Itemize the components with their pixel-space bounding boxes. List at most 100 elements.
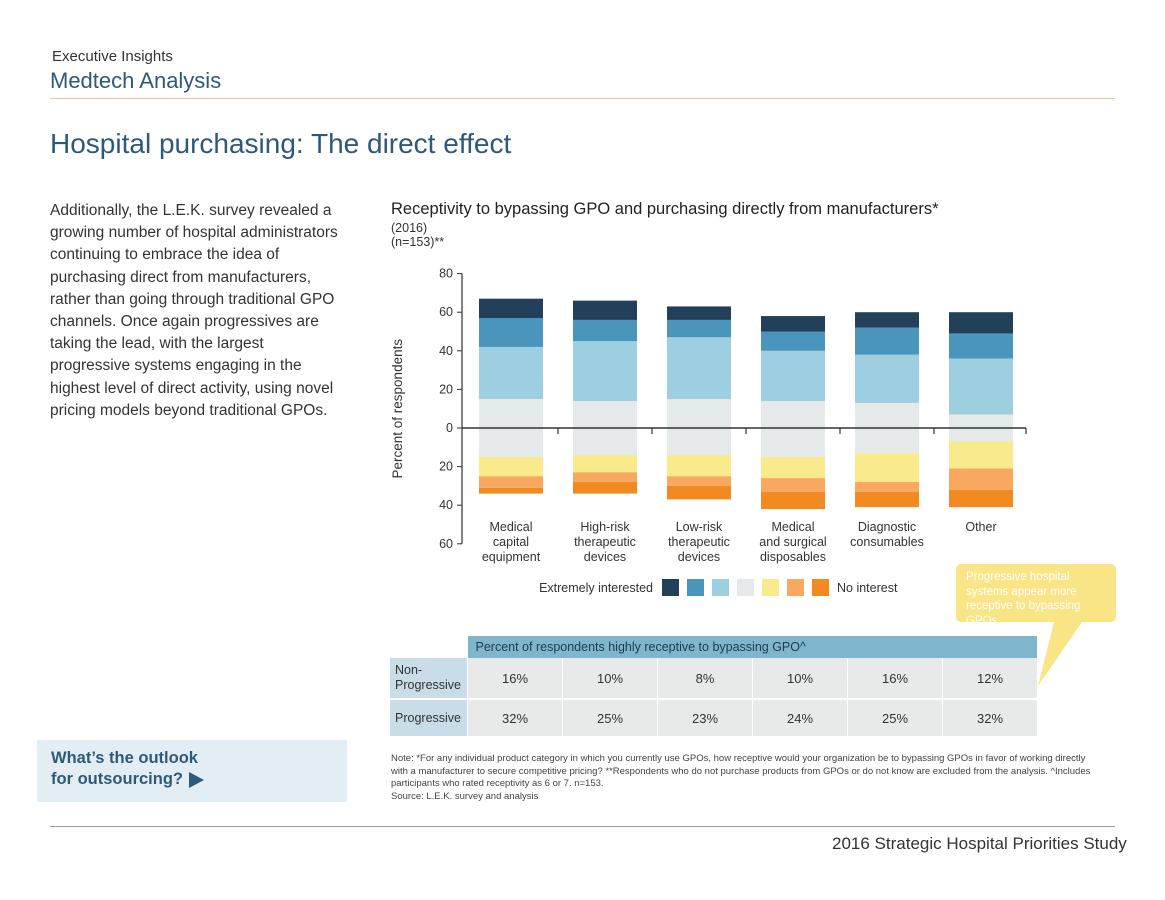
chart-note: Note: *For any individual product catego… (391, 753, 1101, 803)
bar-segment (855, 354, 919, 403)
bar-segment (855, 402, 919, 428)
bar-segment (573, 472, 637, 483)
bar-segment (949, 428, 1013, 442)
bar-segment (573, 319, 637, 342)
callout-bubble (956, 564, 1116, 686)
legend-swatch (812, 579, 829, 596)
bar-segment (573, 300, 637, 320)
bar-segment (667, 399, 731, 428)
table-cell: 23% (657, 699, 753, 736)
bar-segment (949, 312, 1013, 334)
bar-segment (855, 453, 919, 483)
bar-segment (855, 327, 919, 355)
y-axis-label: Percent of respondents (390, 339, 405, 479)
legend-swatch (762, 579, 779, 596)
bar-segment (949, 358, 1013, 415)
bar-segment (667, 476, 731, 486)
x-category-label: therapeutic (574, 535, 636, 549)
table-cell: 32% (467, 699, 563, 736)
legend-swatch (787, 579, 804, 596)
bar-segment (479, 298, 543, 318)
outlook-link[interactable]: What’s the outlook for outsourcing? (51, 748, 251, 790)
y-tick-label: 40 (439, 344, 453, 358)
x-category-label: and surgical (759, 535, 826, 549)
outlook-line-2: for outsourcing? (51, 770, 183, 788)
x-category-label: Low-risk (676, 520, 723, 534)
note-text: Note: *For any individual product catego… (391, 753, 1091, 790)
stacked-bar-chart: 80 60 40 20 0 20 40 60 Percent of respondents Med… (390, 267, 1027, 596)
row-label: Progressive (390, 699, 468, 736)
bar-segment (667, 455, 731, 477)
play-arrow-icon (188, 771, 204, 788)
legend-right-label: No interest (837, 581, 898, 595)
table-cell: 8% (657, 658, 753, 700)
bar-segment (949, 489, 1013, 508)
x-category-label: Medical (771, 520, 814, 534)
bar-segment (573, 455, 637, 473)
bar-segment (949, 468, 1013, 490)
top-divider (50, 98, 1115, 99)
table-cell: 12% (942, 658, 1037, 700)
chart-title: Receptivity to bypassing GPO and purchas… (391, 200, 939, 218)
bar-segment (479, 346, 543, 400)
y-tick-label: 20 (439, 382, 453, 396)
callout-text: Progressive hospital systems appear more… (966, 571, 1081, 627)
x-category-label: disposables (760, 550, 826, 564)
bar-segment (667, 485, 731, 500)
x-category-label: Medical (489, 520, 532, 534)
bar-segment (761, 350, 825, 401)
y-tick-label: 60 (439, 537, 453, 551)
table-cell: 32% (942, 699, 1037, 736)
y-tick-label: 0 (446, 421, 453, 435)
source-text: Source: L.E.K. survey and analysis (391, 790, 539, 802)
x-category-label: Diagnostic (858, 520, 916, 534)
x-category-label: therapeutic (668, 535, 730, 549)
page-title: Hospital purchasing: The direct effect (50, 128, 512, 159)
bar-segment (667, 337, 731, 400)
section-title: Medtech Analysis (50, 68, 222, 93)
bar-segment (761, 400, 825, 428)
footer-title: 2016 Strategic Hospital Priorities Study (832, 834, 1127, 853)
legend-left-label: Extremely interested (539, 581, 653, 595)
bar-segment (479, 399, 543, 428)
x-category-label: Other (965, 520, 996, 534)
table-cell: 24% (752, 699, 848, 736)
receptivity-table: Percent of respondents highly receptive … (390, 636, 1037, 736)
row-label: Non-Progressive (390, 658, 468, 700)
legend-swatch (737, 579, 754, 596)
table-row: Non-Progressive 16% 10% 8% 10% 16% 12% (390, 658, 1037, 700)
table-cell: 16% (467, 658, 563, 700)
bar-segment (479, 487, 543, 494)
y-tick-label: 20 (439, 460, 453, 474)
bar-segment (761, 491, 825, 510)
table-cell: 10% (752, 658, 848, 700)
bar-segment (949, 414, 1013, 428)
bar-segment (573, 341, 637, 401)
legend-swatch (687, 579, 704, 596)
legend-swatch (662, 579, 679, 596)
y-tick-label: 80 (439, 267, 453, 281)
chart-subtitle-year: (2016) (391, 221, 428, 235)
outlook-line-1: What’s the outlook (51, 749, 198, 767)
bar-segment (855, 482, 919, 492)
bar-segment (855, 312, 919, 328)
outlook-link-box[interactable]: What’s the outlook for outsourcing? (37, 740, 347, 802)
table-row: Progressive 32% 25% 23% 24% 25% 32% (390, 699, 1037, 736)
chart-subtitle-n: (n=153)** (391, 235, 445, 249)
y-tick-label: 60 (439, 305, 453, 319)
bar-segment (761, 331, 825, 351)
bar-segment (667, 428, 731, 456)
x-category-label: equipment (482, 550, 541, 564)
table-cell: 10% (562, 658, 658, 700)
bar-segment (667, 306, 731, 320)
y-tick-label: 40 (439, 498, 453, 512)
bar-segment (855, 491, 919, 508)
body-paragraph: Additionally, the L.E.K. survey revealed… (50, 202, 338, 419)
table-header-row: Percent of respondents highly receptive … (390, 636, 1037, 658)
bar-segment (479, 456, 543, 477)
bar-segment (479, 428, 543, 457)
x-category-label: capital (493, 535, 529, 549)
x-category-label: High-risk (580, 520, 630, 534)
bar-segment (761, 478, 825, 492)
bar-segment (949, 333, 1013, 359)
